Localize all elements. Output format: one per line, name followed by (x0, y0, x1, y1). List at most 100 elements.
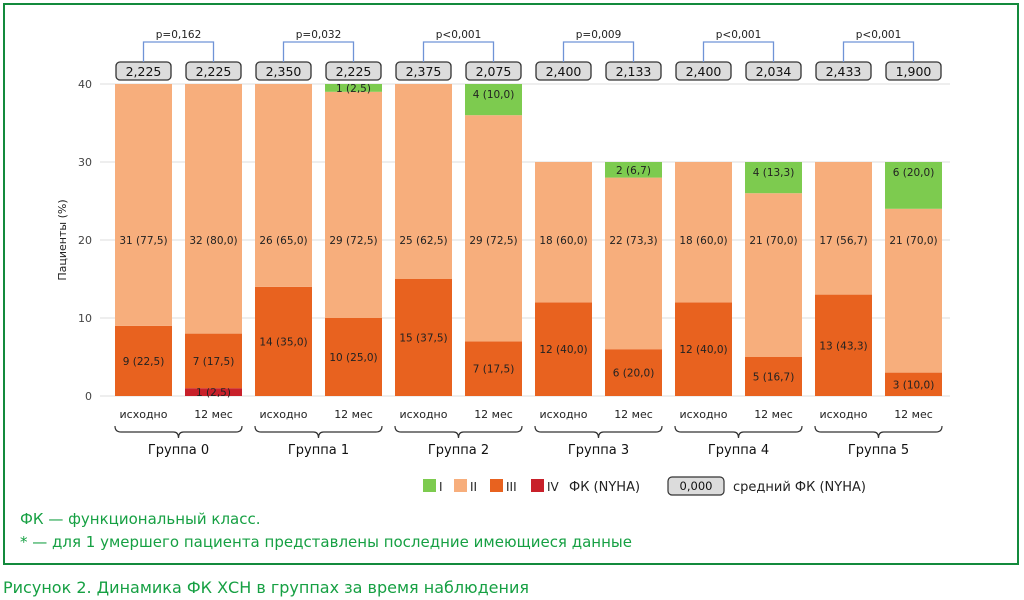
mean-fk-value: 2,375 (406, 64, 442, 79)
bar-segment-III (465, 341, 522, 396)
bar-label-II: 29 (72,5) (469, 235, 517, 247)
mean-fk-value: 2,225 (126, 64, 162, 79)
bar-label-III: 15 (37,5) (399, 333, 447, 345)
legend-label-IV: IV (547, 480, 560, 494)
mean-fk-value: 2,133 (616, 64, 652, 79)
bar-segment-II (885, 208, 942, 373)
y-tick-label: 40 (78, 78, 92, 91)
mean-fk-value: 1,900 (896, 64, 932, 79)
bar-segment-II (395, 84, 452, 279)
bar-segment-III (325, 318, 382, 396)
legend-mean-label: средний ФК (NYHA) (733, 480, 866, 495)
group-brace (534, 425, 663, 439)
bar-segment-III (115, 325, 172, 396)
bar-label-III: 3 (10,0) (893, 379, 935, 391)
stacked-bar-chart: 0 10 20 30 40 Пациенты (%) 9 (22,5) 31 (77,5) 2,… (56, 29, 950, 496)
legend-label-II: II (470, 480, 477, 494)
bar-segment-III (675, 302, 732, 396)
bar-segment-I (605, 162, 662, 178)
legend-swatch-III (490, 479, 503, 492)
group-brace (114, 425, 243, 439)
p-value-bracket (142, 41, 215, 62)
note-deceased: * — для 1 умершего пациента представлены… (20, 533, 632, 551)
bar-label-III: 10 (25,0) (329, 352, 377, 364)
group-brace (674, 425, 803, 439)
bar-label-I: 1 (2,5) (336, 83, 371, 95)
bar-segment-I (885, 162, 942, 209)
p-value-label: p=0,032 (296, 29, 342, 41)
bar-label-III: 14 (35,0) (259, 336, 307, 348)
mean-fk-value: 2,225 (196, 64, 232, 79)
bar-segment-II (605, 177, 662, 350)
y-tick-label: 0 (85, 390, 92, 403)
bar-label-II: 21 (70,0) (749, 235, 797, 247)
bar-label-I: 4 (13,3) (753, 167, 795, 179)
legend-classes-title: ФК (NYHA) (569, 480, 640, 495)
legend-mean-box-value: 0,000 (680, 479, 713, 493)
bar-label-II: 22 (73,3) (609, 235, 657, 247)
bar-segment-IV (185, 388, 242, 396)
note-abbreviation: ФК — функциональный класс. (20, 510, 261, 528)
group-brace (814, 425, 943, 439)
p-value-label: p<0,001 (716, 29, 762, 41)
group-brace (394, 425, 523, 439)
x-tick-label: исходно (400, 408, 448, 421)
bar-segment-III (185, 333, 242, 389)
x-tick-label: 12 мес (474, 408, 513, 421)
bar-segment-II (255, 84, 312, 287)
bar-segment-II (185, 84, 242, 334)
p-value-bracket (702, 41, 775, 62)
legend-swatch-IV (531, 479, 544, 492)
group-label: Группа 1 (288, 443, 349, 458)
x-tick-label: 12 мес (894, 408, 933, 421)
mean-fk-value: 2,075 (476, 64, 512, 79)
bar-label-II: 32 (80,0) (189, 235, 237, 247)
bar-label-III: 5 (16,7) (753, 372, 795, 384)
x-tick-label: 12 мес (334, 408, 373, 421)
group-brace (254, 425, 383, 439)
p-value-label: p<0,001 (436, 29, 482, 41)
bar-segment-II (465, 115, 522, 342)
bar-label-III: 7 (17,5) (193, 356, 235, 368)
y-tick-label: 20 (78, 234, 92, 247)
x-tick-label: 12 мес (754, 408, 793, 421)
bar-label-I: 2 (6,7) (616, 165, 651, 177)
bar-label-III: 12 (40,0) (539, 344, 587, 356)
bar-label-II: 17 (56,7) (819, 235, 867, 247)
bar-segment-II (325, 91, 382, 318)
bar-label-II: 25 (62,5) (399, 235, 447, 247)
figure-caption: Рисунок 2. Динамика ФК ХСН в группах за … (3, 578, 529, 597)
group-label: Группа 4 (708, 443, 769, 458)
legend-swatch-I (423, 479, 436, 492)
y-axis-label: Пациенты (%) (56, 199, 69, 280)
bar-label-II: 29 (72,5) (329, 235, 377, 247)
legend-swatch-II (454, 479, 467, 492)
bar-label-IV: 1 (2,5) (196, 387, 231, 399)
bar-label-II: 18 (60,0) (539, 235, 587, 247)
bar-segment-II (675, 162, 732, 303)
bar-segment-III (885, 372, 942, 396)
x-tick-label: 12 мес (614, 408, 653, 421)
mean-fk-value: 2,400 (686, 64, 722, 79)
p-value-label: p<0,001 (856, 29, 902, 41)
mean-fk-value: 2,225 (336, 64, 372, 79)
x-tick-label: исходно (260, 408, 308, 421)
bar-segment-III (395, 279, 452, 396)
bar-segment-II (815, 162, 872, 295)
mean-fk-value: 2,350 (266, 64, 302, 79)
bar-label-III: 13 (43,3) (819, 340, 867, 352)
p-value-label: p=0,009 (576, 29, 622, 41)
mean-fk-value: 2,034 (756, 64, 792, 79)
bar-segment-I (465, 84, 522, 116)
p-value-bracket (842, 41, 915, 62)
legend-label-I: I (439, 480, 443, 494)
bar-segment-III (745, 357, 802, 396)
bar-label-II: 18 (60,0) (679, 235, 727, 247)
x-tick-label: исходно (540, 408, 588, 421)
bar-label-II: 31 (77,5) (119, 235, 167, 247)
legend-mean-box (667, 476, 725, 496)
group-label: Группа 3 (568, 443, 629, 458)
x-tick-label: 12 мес (194, 408, 233, 421)
bar-segment-III (535, 302, 592, 396)
bar-label-III: 9 (22,5) (123, 356, 165, 368)
